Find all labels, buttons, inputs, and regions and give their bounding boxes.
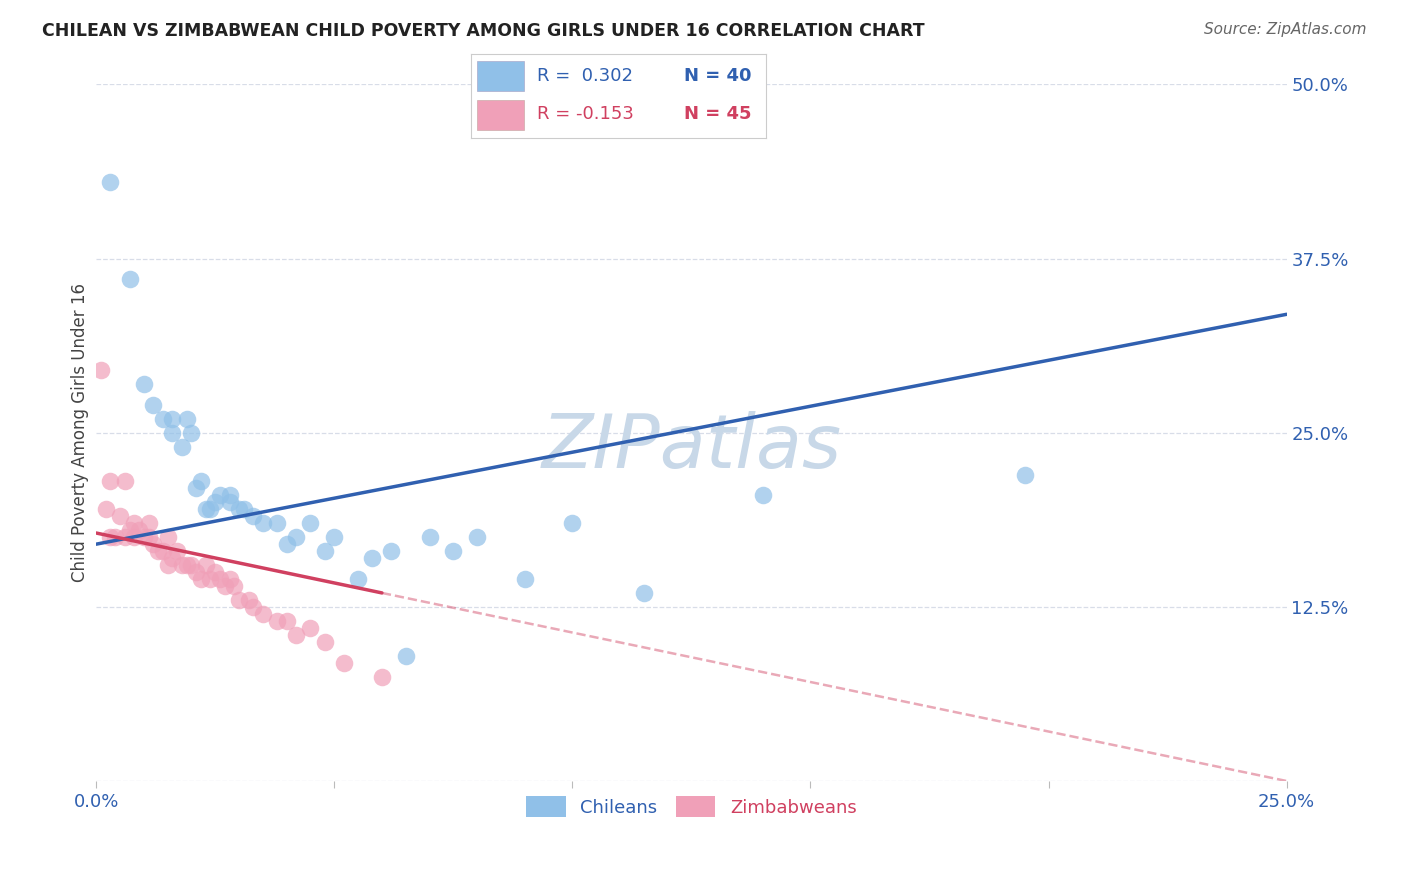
- Point: [465, 530, 488, 544]
- Point: [190, 572, 212, 586]
- Point: [90, 363, 112, 377]
- Point: [100, 475, 122, 489]
- Point: [180, 558, 202, 572]
- Point: [200, 572, 222, 586]
- Point: [162, 551, 184, 566]
- Point: [138, 516, 160, 531]
- Point: [214, 579, 236, 593]
- Point: [361, 551, 384, 566]
- Point: [104, 530, 127, 544]
- Point: [208, 572, 231, 586]
- Point: [441, 544, 464, 558]
- Point: [194, 558, 217, 572]
- Point: [94, 502, 117, 516]
- Point: [371, 669, 394, 683]
- Point: [266, 516, 288, 531]
- Point: [285, 628, 308, 642]
- Text: R =  0.302: R = 0.302: [537, 67, 634, 85]
- Point: [162, 425, 184, 440]
- Text: R = -0.153: R = -0.153: [537, 105, 634, 123]
- Point: [323, 530, 346, 544]
- Point: [252, 516, 274, 531]
- Point: [299, 621, 322, 635]
- FancyBboxPatch shape: [477, 100, 524, 130]
- Point: [152, 411, 174, 425]
- FancyBboxPatch shape: [477, 62, 524, 91]
- Point: [186, 565, 208, 579]
- Text: N = 45: N = 45: [683, 105, 751, 123]
- Point: [176, 558, 198, 572]
- Point: [138, 530, 160, 544]
- Point: [180, 425, 202, 440]
- Legend: Chileans, Zimbabweans: Chileans, Zimbabweans: [519, 789, 863, 824]
- Point: [752, 488, 775, 502]
- Point: [266, 614, 288, 628]
- Point: [314, 544, 336, 558]
- Point: [204, 565, 226, 579]
- Point: [238, 593, 260, 607]
- Point: [142, 537, 165, 551]
- Text: Source: ZipAtlas.com: Source: ZipAtlas.com: [1204, 22, 1367, 37]
- Point: [276, 614, 298, 628]
- Point: [224, 579, 246, 593]
- Point: [347, 572, 370, 586]
- Point: [100, 175, 122, 189]
- Point: [218, 495, 240, 509]
- Point: [395, 648, 418, 663]
- Y-axis label: Child Poverty Among Girls Under 16: Child Poverty Among Girls Under 16: [72, 284, 89, 582]
- Point: [561, 516, 583, 531]
- Point: [299, 516, 322, 531]
- Point: [208, 488, 231, 502]
- Point: [232, 502, 254, 516]
- Point: [418, 530, 440, 544]
- Point: [118, 272, 141, 286]
- Point: [146, 544, 169, 558]
- Point: [114, 475, 136, 489]
- Point: [285, 530, 308, 544]
- Point: [156, 558, 179, 572]
- Point: [242, 509, 264, 524]
- Point: [276, 537, 298, 551]
- Point: [114, 530, 136, 544]
- Point: [128, 523, 150, 537]
- Point: [218, 572, 240, 586]
- Point: [186, 482, 208, 496]
- Point: [100, 530, 122, 544]
- Point: [200, 502, 222, 516]
- Point: [170, 558, 193, 572]
- Point: [170, 440, 193, 454]
- Point: [118, 523, 141, 537]
- Point: [513, 572, 536, 586]
- Point: [166, 544, 188, 558]
- Point: [333, 656, 356, 670]
- Text: ZIPatlas: ZIPatlas: [541, 410, 841, 483]
- Text: CHILEAN VS ZIMBABWEAN CHILD POVERTY AMONG GIRLS UNDER 16 CORRELATION CHART: CHILEAN VS ZIMBABWEAN CHILD POVERTY AMON…: [42, 22, 925, 40]
- Point: [152, 544, 174, 558]
- Point: [194, 502, 217, 516]
- Point: [124, 516, 146, 531]
- Text: N = 40: N = 40: [683, 67, 751, 85]
- Point: [218, 488, 240, 502]
- Point: [108, 509, 131, 524]
- Point: [252, 607, 274, 621]
- Point: [204, 495, 226, 509]
- Point: [142, 398, 165, 412]
- Point: [132, 530, 155, 544]
- Point: [314, 634, 336, 648]
- Point: [1014, 467, 1036, 482]
- Point: [380, 544, 402, 558]
- Point: [633, 586, 655, 600]
- Point: [124, 530, 146, 544]
- Point: [156, 530, 179, 544]
- Point: [176, 411, 198, 425]
- Point: [132, 376, 155, 391]
- Point: [162, 411, 184, 425]
- Point: [228, 593, 250, 607]
- Point: [228, 502, 250, 516]
- Point: [190, 475, 212, 489]
- Point: [242, 599, 264, 614]
